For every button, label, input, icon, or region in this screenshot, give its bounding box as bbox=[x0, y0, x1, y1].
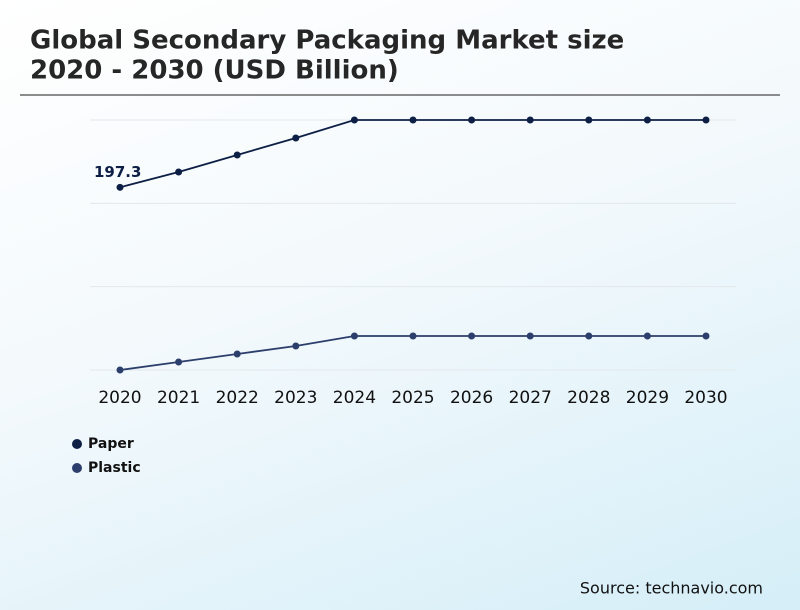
data-point bbox=[409, 332, 417, 340]
data-point bbox=[409, 116, 417, 124]
chart-title: Global Secondary Packaging Market size bbox=[30, 26, 624, 56]
legend-label: Paper bbox=[88, 436, 134, 452]
data-point bbox=[643, 116, 651, 124]
data-point bbox=[702, 332, 710, 340]
x-tick-label: 2022 bbox=[216, 388, 259, 408]
data-point bbox=[116, 366, 124, 374]
x-tick-label: 2030 bbox=[684, 388, 727, 408]
x-tick-label: 2023 bbox=[274, 388, 317, 408]
data-point bbox=[702, 116, 710, 124]
chart-subtitle: 2020 - 2030 (USD Billion) bbox=[30, 56, 399, 86]
x-tick-label: 2028 bbox=[567, 388, 610, 408]
x-tick-label: 2026 bbox=[450, 388, 493, 408]
legend-marker bbox=[72, 463, 82, 473]
x-tick-label: 2027 bbox=[509, 388, 552, 408]
x-tick-label: 2029 bbox=[626, 388, 669, 408]
data-point bbox=[526, 116, 534, 124]
x-tick-label: 2020 bbox=[98, 388, 141, 408]
data-point bbox=[585, 332, 593, 340]
data-point bbox=[233, 350, 241, 358]
data-point bbox=[233, 151, 241, 159]
data-point bbox=[175, 168, 183, 176]
x-tick-label: 2025 bbox=[391, 388, 434, 408]
data-label: 197.3 bbox=[94, 163, 141, 181]
source: Source: technavio.com bbox=[580, 579, 763, 598]
data-point bbox=[292, 134, 300, 142]
series-line bbox=[119, 119, 706, 189]
data-point bbox=[643, 332, 651, 340]
x-tick-label: 2024 bbox=[333, 388, 376, 408]
data-point bbox=[350, 332, 358, 340]
data-point bbox=[526, 332, 534, 340]
data-point bbox=[468, 116, 476, 124]
x-tick-label: 2021 bbox=[157, 388, 200, 408]
data-point bbox=[292, 342, 300, 350]
data-point bbox=[468, 332, 476, 340]
series-line bbox=[119, 335, 706, 371]
data-point bbox=[116, 183, 124, 191]
data-point bbox=[175, 358, 183, 366]
legend-label: Plastic bbox=[88, 460, 141, 476]
data-point bbox=[350, 116, 358, 124]
legend-marker bbox=[72, 439, 82, 449]
data-point bbox=[585, 116, 593, 124]
